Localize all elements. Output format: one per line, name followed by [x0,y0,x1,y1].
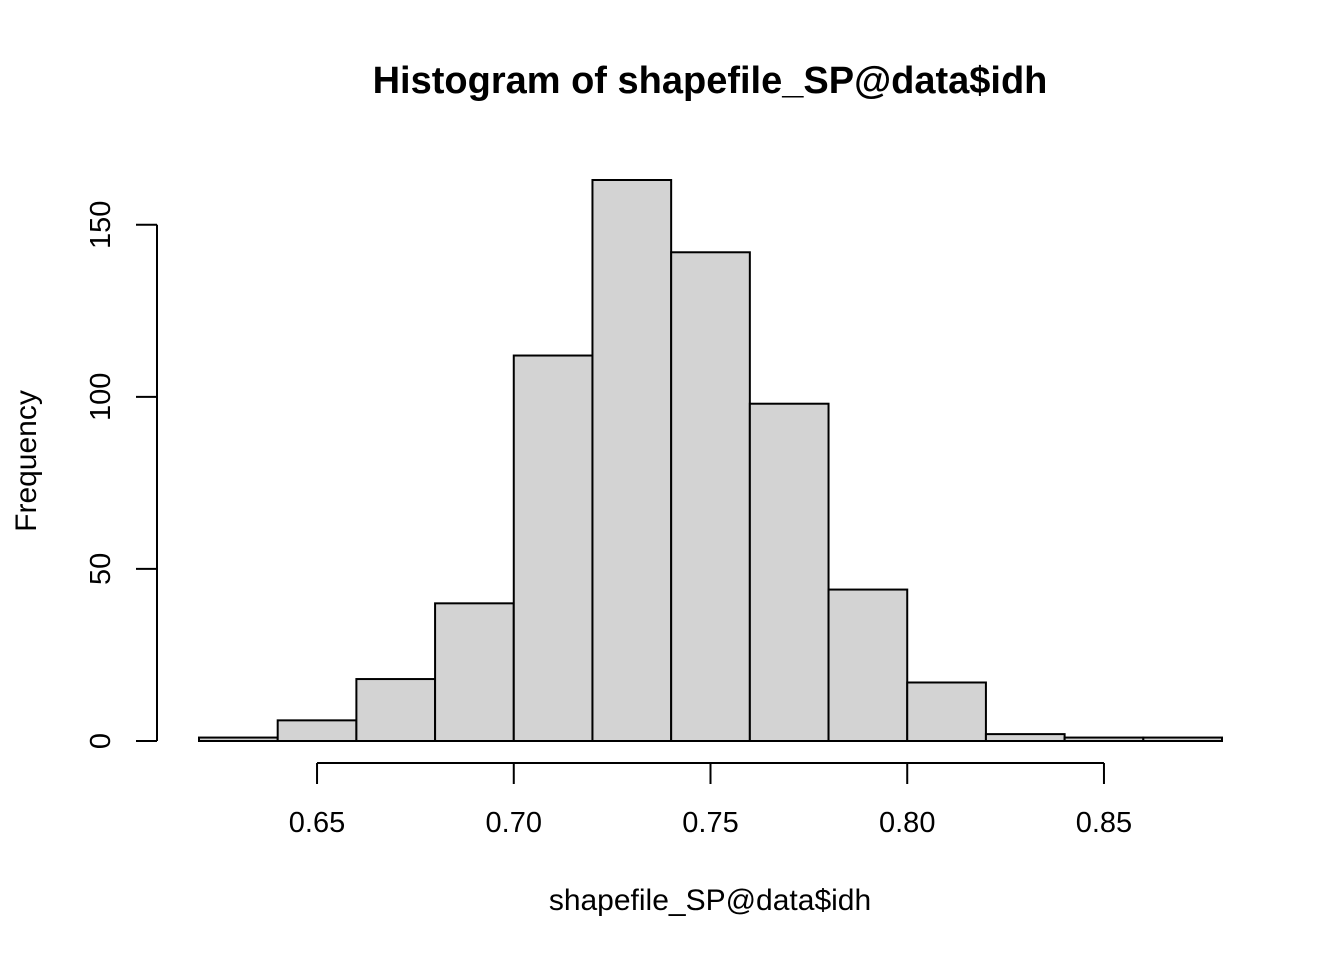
histogram-bar-2 [355,678,437,742]
x-tick-label-0.80: 0.80 [879,807,935,839]
x-tick-label-0.85: 0.85 [1076,807,1132,839]
x-tick-label-0.65: 0.65 [289,807,345,839]
x-axis: 0.65 0.70 0.75 0.80 0.85 [289,762,1132,839]
x-tick-label-0.75: 0.75 [682,807,738,839]
y-tick-label-150: 150 [85,201,117,249]
chart-title: Histogram of shapefile_SP@data$idh [373,60,1048,102]
histogram-bar-6 [670,251,751,743]
y-axis: 0 50 100 150 [85,201,158,749]
histogram-bar-11 [1063,736,1145,743]
histogram-bars [198,179,1224,743]
y-axis-label: Frequency [10,390,43,532]
x-tick-label-0.70: 0.70 [486,807,542,839]
histogram-bar-5 [591,179,673,742]
histogram-bar-10 [984,733,1066,743]
y-tick-label-0: 0 [85,733,117,749]
histogram-bar-0 [198,736,279,743]
histogram-bar-7 [748,402,830,742]
x-axis-label: shapefile_SP@data$idh [549,884,871,917]
histogram-bar-3 [434,602,515,743]
histogram-bar-12 [1142,736,1224,743]
y-tick-label-50: 50 [85,553,117,585]
histogram-bar-1 [276,719,358,742]
histogram-bar-8 [827,588,909,742]
y-tick-label-100: 100 [85,373,117,421]
histogram-bar-4 [512,354,594,742]
histogram-bar-9 [906,681,987,742]
